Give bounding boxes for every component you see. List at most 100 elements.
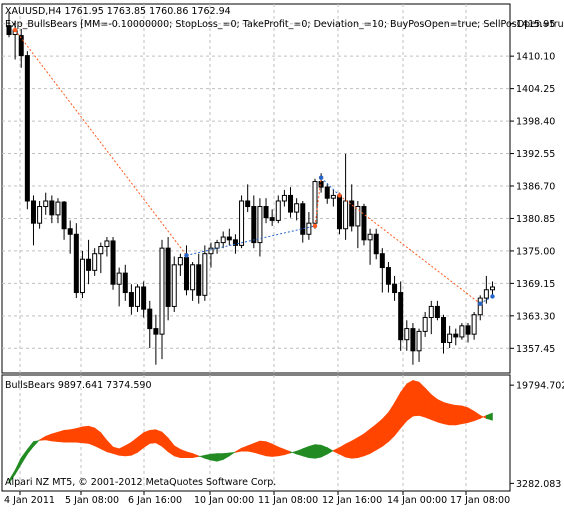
indicator-area xyxy=(8,379,493,485)
candle-bear xyxy=(245,200,251,208)
candle-bull xyxy=(306,222,312,235)
candle-bear xyxy=(6,25,12,36)
candle-bull xyxy=(447,333,453,343)
cloud-segment-up xyxy=(57,429,65,443)
candle-bull xyxy=(220,236,226,244)
cloud-segment-up xyxy=(461,405,469,425)
price-tick-label: 1398.40 xyxy=(516,117,555,128)
candle-bear xyxy=(183,257,189,291)
candle-bear xyxy=(392,283,398,294)
candle-bull xyxy=(330,194,336,199)
time-tick-label: 12 Jan 16:00 xyxy=(322,495,382,506)
candle-bear xyxy=(141,286,147,310)
trade-line-sell xyxy=(339,195,481,305)
candle-bull xyxy=(43,200,49,208)
candle-bear xyxy=(453,333,459,338)
candle-bear xyxy=(324,186,330,199)
time-tick-label: 10 Jan 00:00 xyxy=(194,495,254,506)
candle-bear xyxy=(128,292,134,307)
trade-line-sell xyxy=(314,177,322,227)
cloud-segment-down xyxy=(486,412,493,421)
cloud-segment-down xyxy=(210,453,218,462)
candle-bull xyxy=(483,289,489,299)
candle-bull xyxy=(98,245,104,255)
candles xyxy=(6,12,495,365)
candle-bear xyxy=(318,181,324,188)
candle-bull xyxy=(202,253,208,296)
candle-bull xyxy=(214,242,220,249)
trade-line-buy xyxy=(186,225,316,256)
cloud-segment-up xyxy=(345,440,353,459)
candle-bear xyxy=(110,240,116,285)
cloud-segment-down xyxy=(314,444,322,459)
candle-bull xyxy=(257,206,263,244)
indicator-axis: 19794.702 3282.083 xyxy=(510,381,564,490)
time-tick-label: 14 Jan 00:00 xyxy=(387,495,447,506)
candle-bear xyxy=(251,206,257,244)
candle-bear xyxy=(385,267,391,285)
cloud-segment-up xyxy=(351,436,359,459)
candle-bear xyxy=(165,247,171,307)
trade-marker xyxy=(184,253,189,258)
candle-bear xyxy=(18,35,24,57)
indicator-tick-label: 19794.702 xyxy=(516,381,564,392)
candle-bear xyxy=(49,200,55,216)
candle-bull xyxy=(208,247,214,255)
price-tick-label: 1375.00 xyxy=(516,246,555,257)
candle-bear xyxy=(73,233,79,294)
candle-bear xyxy=(398,292,404,341)
trade-line-buy xyxy=(320,177,340,196)
candle-bull xyxy=(355,206,361,227)
candle-bull xyxy=(471,314,477,335)
candle-bear xyxy=(361,206,367,241)
time-tick-label: 17 Jan 08:00 xyxy=(450,495,510,506)
trade-marker xyxy=(12,27,18,33)
price-tick-label: 1357.45 xyxy=(516,344,555,355)
cloud-segment-up xyxy=(259,440,267,457)
trade-lines xyxy=(12,27,495,306)
price-tick-label: 1386.70 xyxy=(516,182,555,193)
candle-bear xyxy=(24,55,30,202)
cloud-segment-up xyxy=(455,405,463,426)
cloud-segment-up xyxy=(418,381,426,418)
candle-bull xyxy=(404,328,410,341)
cloud-segment-up xyxy=(363,428,371,457)
price-tick-label: 1392.55 xyxy=(516,149,555,160)
trade-marker xyxy=(318,175,324,180)
time-axis: 4 Jan 2011 5 Jan 08:00 6 Jan 16:00 10 Jan 0… xyxy=(4,491,510,506)
time-tick-label: 6 Jan 16:00 xyxy=(128,495,182,506)
cloud-segment-up xyxy=(112,446,120,456)
candle-bear xyxy=(122,272,128,294)
candle-bear xyxy=(226,236,232,241)
cloud-segment-up xyxy=(443,401,450,426)
candle-bull xyxy=(159,247,165,335)
cloud-segment-up xyxy=(88,425,95,447)
cloud-segment-up xyxy=(265,441,273,457)
trade-line-sell xyxy=(14,29,187,256)
time-tick-label: 4 Jan 2011 xyxy=(4,495,55,506)
candle-bear xyxy=(196,264,202,296)
cloud-segment-up xyxy=(76,426,83,444)
candle-bear xyxy=(86,258,92,271)
candle-bear xyxy=(30,200,36,224)
cloud-segment-up xyxy=(406,379,414,422)
indicator-label: BullsBears 9897.641 7374.590 xyxy=(5,380,152,391)
trade-marker xyxy=(337,193,342,198)
candle-bull xyxy=(104,240,110,247)
candle-bull xyxy=(428,305,434,319)
candle-bear xyxy=(147,308,153,330)
cloud-segment-up xyxy=(437,398,444,425)
candle-bull xyxy=(281,194,287,202)
candle-bull xyxy=(92,253,98,271)
candle-bull xyxy=(312,181,318,224)
cloud-segment-up xyxy=(369,423,377,455)
trade-marker xyxy=(490,294,495,299)
candle-bear xyxy=(300,203,306,235)
candle-bull xyxy=(37,206,43,224)
trade-marker xyxy=(478,301,483,306)
candle-bull xyxy=(177,257,183,266)
time-tick-label: 5 Jan 08:00 xyxy=(65,495,119,506)
copyright-label: Alpari NZ MT5, © 2001-2012 MetaQuotes So… xyxy=(5,477,276,488)
candle-bear xyxy=(61,201,67,230)
